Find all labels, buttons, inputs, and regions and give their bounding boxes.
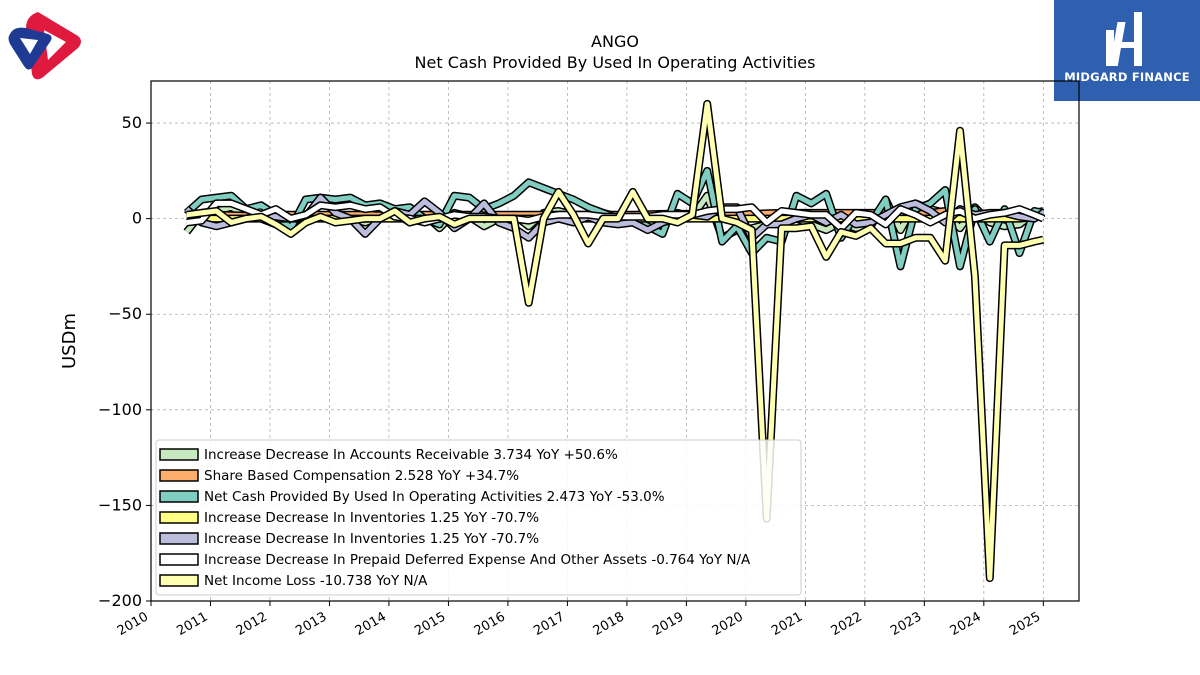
x-tick-label: 2012 (234, 609, 270, 639)
x-tick-label: 2011 (174, 609, 210, 639)
x-tick-label: 2022 (829, 609, 865, 639)
x-tick-label: 2020 (710, 609, 746, 639)
y-tick-label: −100 (98, 400, 142, 419)
legend-swatch (159, 511, 199, 524)
x-tick-label: 2018 (591, 609, 627, 639)
midgard-finance-logo: MIDGARD FINANCE (1054, 0, 1200, 101)
legend-entry: Net Income Loss -10.738 YoY N/A (204, 573, 428, 589)
x-tick-label: 2013 (293, 609, 329, 639)
y-tick-label: −200 (98, 591, 142, 610)
legend-entry: Share Based Compensation 2.528 YoY +34.7… (204, 468, 519, 484)
brand-mark-icon (8, 12, 81, 80)
y-axis-label: USDm (59, 313, 80, 369)
legend-swatch (159, 532, 199, 545)
x-tick-label: 2025 (1007, 609, 1043, 639)
plot-frame (150, 80, 1080, 602)
x-tick-label: 2021 (769, 609, 805, 639)
y-tick-label: 0 (132, 209, 142, 228)
x-tick-label: 2016 (472, 609, 508, 639)
chart-title: ANGO (591, 32, 639, 51)
series-line-fill (186, 101, 1044, 581)
legend-entry: Net Cash Provided By Used In Operating A… (204, 489, 665, 505)
x-tick-label: 2017 (531, 609, 567, 639)
x-tick-label: 2010 (115, 609, 151, 639)
legend-swatch (159, 448, 199, 461)
y-tick-label: 50 (122, 113, 142, 132)
legend-swatch (159, 469, 199, 482)
legend-box (155, 439, 802, 596)
legend-entry: Increase Decrease In Accounts Receivable… (204, 447, 618, 463)
legend-entry: Increase Decrease In Inventories 1.25 Yo… (204, 510, 539, 526)
legend-entry: Increase Decrease In Inventories 1.25 Yo… (204, 531, 539, 547)
x-tick-label: 2015 (412, 609, 448, 639)
brand-logo (4, 8, 86, 82)
logo-text: MIDGARD FINANCE (1064, 70, 1190, 84)
x-tick-label: 2019 (650, 609, 686, 639)
series-line (186, 99, 1045, 583)
y-tick-label: −150 (98, 495, 142, 514)
legend-swatch (159, 490, 199, 503)
y-tick-label: −50 (108, 304, 142, 323)
legend-entry: Increase Decrease In Prepaid Deferred Ex… (204, 552, 751, 568)
legend-swatch (159, 553, 199, 566)
midgard-mark-icon (1106, 12, 1142, 66)
legend-swatch (159, 574, 199, 587)
x-tick-label: 2023 (888, 609, 924, 639)
chart-subtitle: Net Cash Provided By Used In Operating A… (415, 53, 816, 72)
x-tick-label: 2014 (353, 609, 389, 639)
x-tick-label: 2024 (948, 609, 984, 639)
